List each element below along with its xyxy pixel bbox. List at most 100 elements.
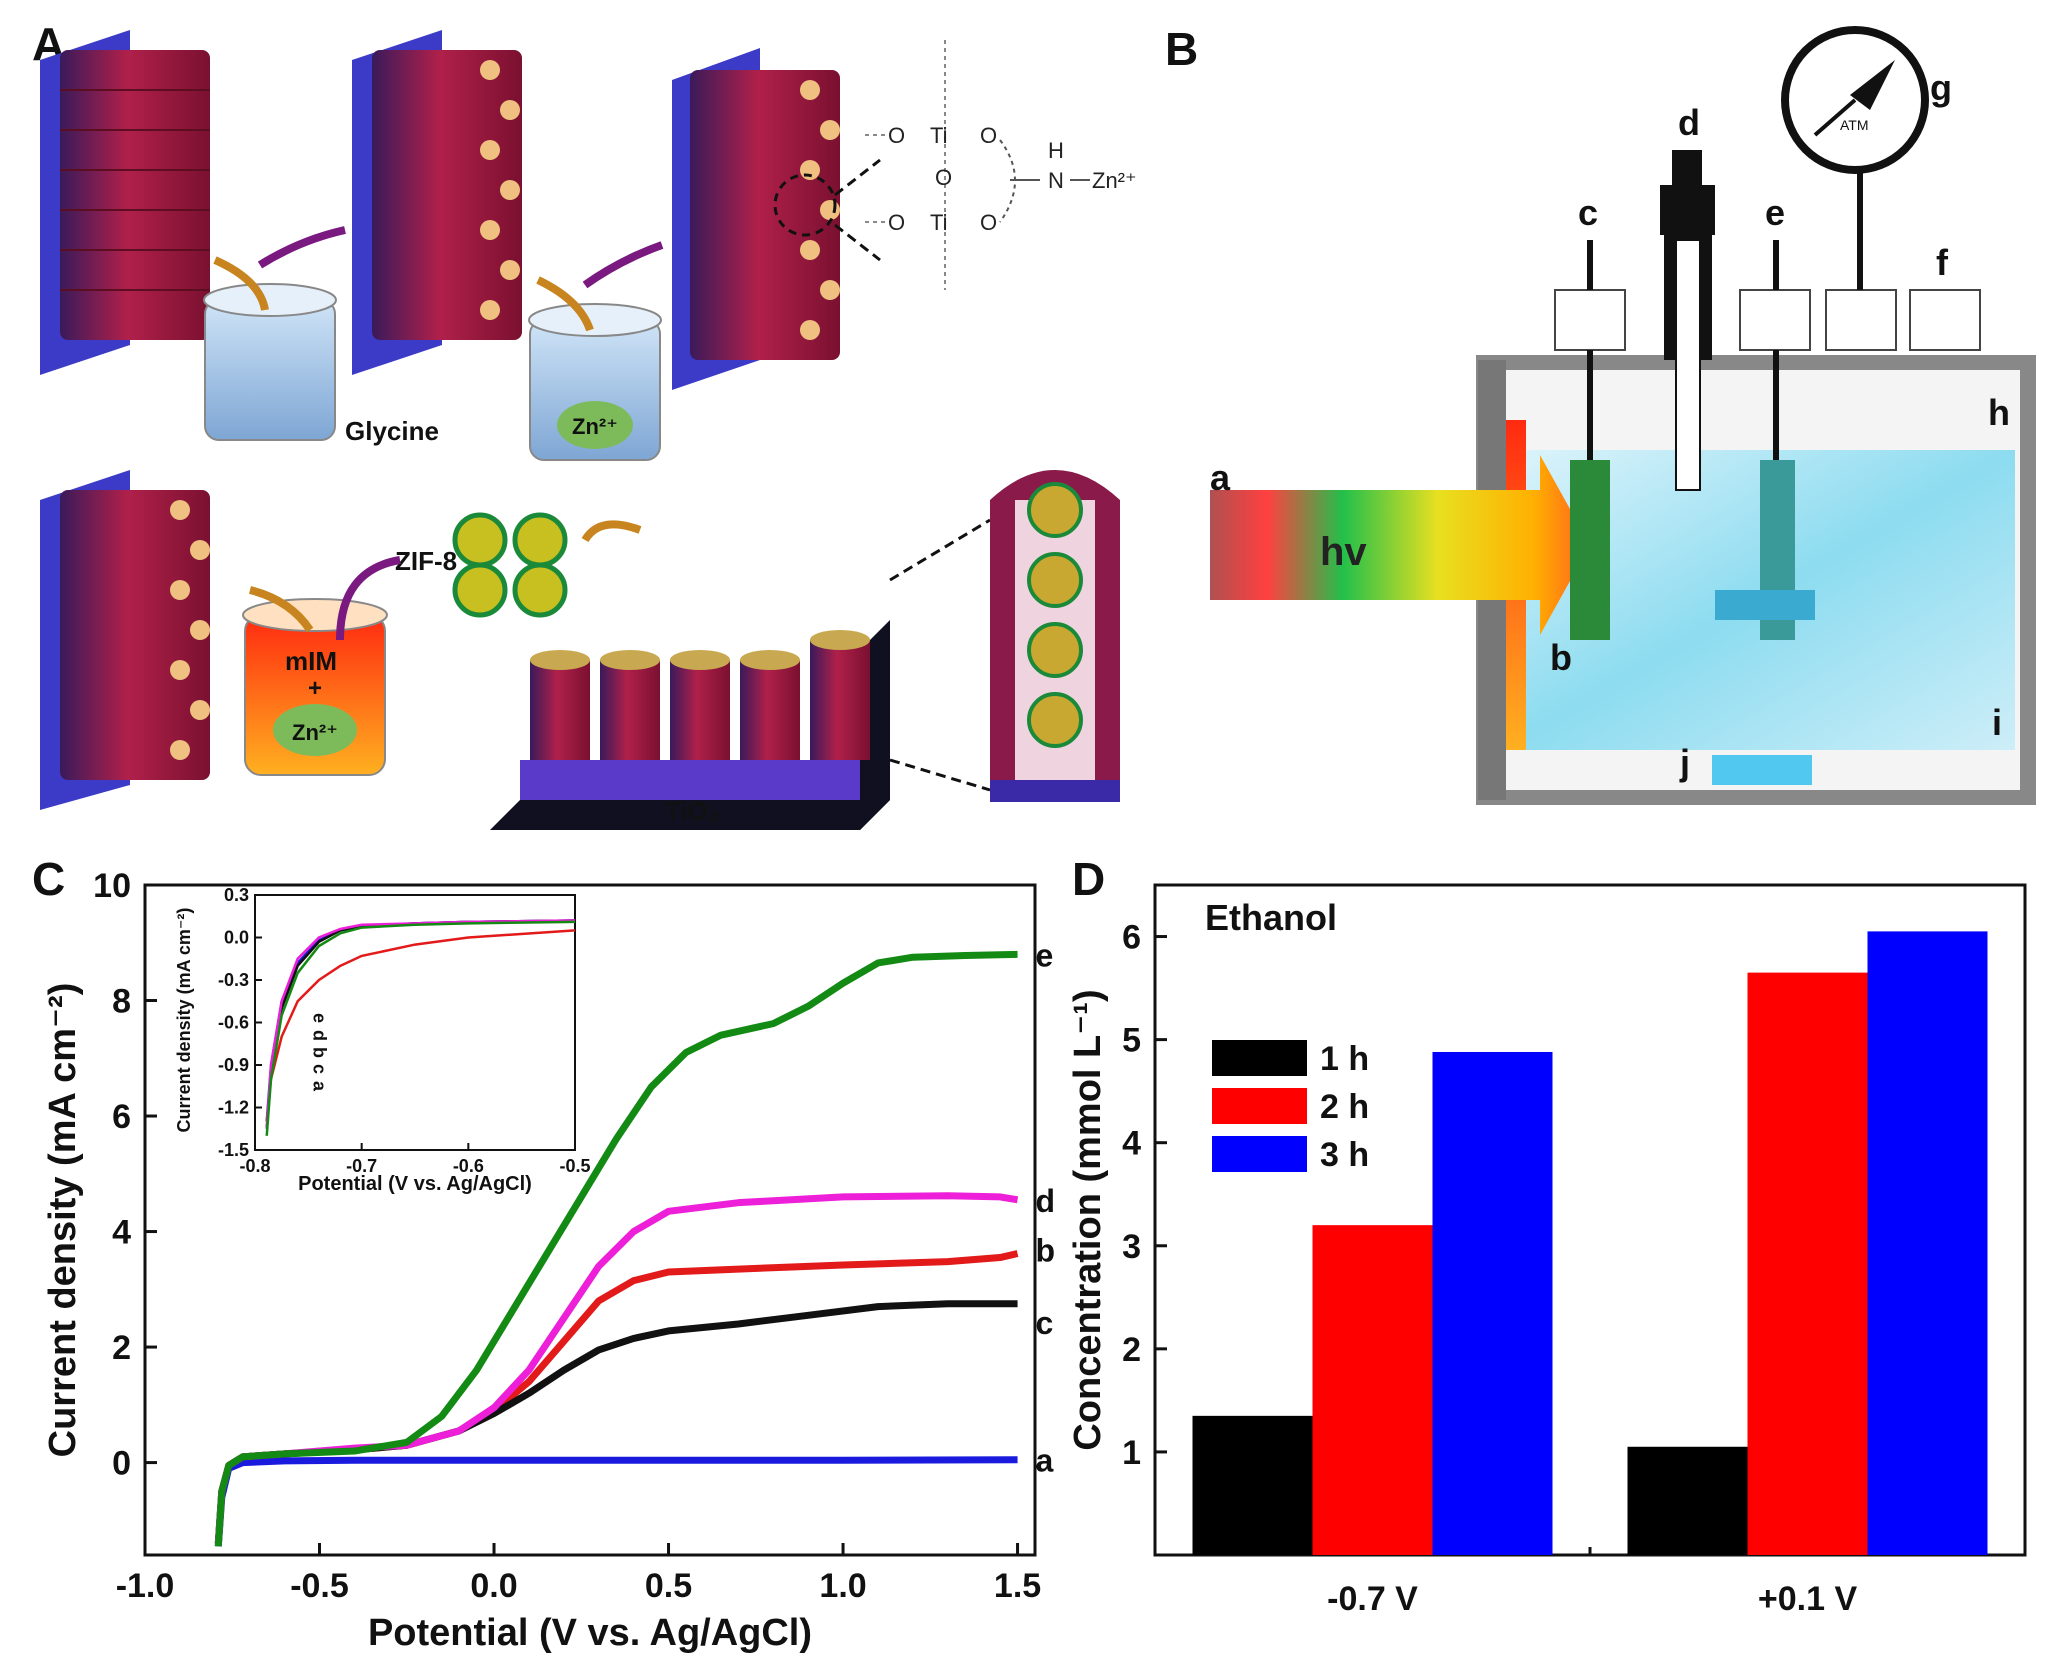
inset-ytick-label: -0.3 bbox=[218, 970, 249, 990]
chart-c-frame bbox=[143, 883, 1037, 1557]
panel-a: A bbox=[32, 18, 1137, 830]
chem-h: H bbox=[1048, 138, 1064, 163]
chart-c-ytick-label: 10 bbox=[93, 867, 131, 905]
nanotube-array-3 bbox=[672, 48, 881, 390]
chart-c-ytick-label: 4 bbox=[112, 1214, 131, 1252]
chart-d-legend-swatch-2 bbox=[1212, 1136, 1307, 1172]
part-labels: a b c d e f g h i j bbox=[1210, 67, 2010, 783]
chart-d-legend-label-2: 3 h bbox=[1320, 1136, 1369, 1174]
glycine-label: Glycine bbox=[345, 416, 439, 446]
part-g: g bbox=[1930, 67, 1952, 108]
plus-label: + bbox=[308, 675, 322, 702]
zn-label-2: Zn²⁺ bbox=[292, 720, 338, 745]
chart-d-bar-2h-0 bbox=[1312, 1225, 1433, 1555]
chart-d-ticks: 1 2 3 4 5 6 -0.7 V +0.1 V bbox=[1122, 919, 1857, 1618]
chem-structure: O Ti O O O Ti O H N Zn²⁺ bbox=[865, 40, 1137, 290]
chem-o4: O bbox=[888, 210, 905, 235]
chart-d-legend: 1 h 2 h 3 h bbox=[1212, 1040, 1369, 1174]
chart-d-legend-swatch-0 bbox=[1212, 1040, 1307, 1076]
reference-electrode bbox=[1675, 239, 1701, 491]
arrows-row2 bbox=[248, 520, 642, 641]
inset-series-label-b: b bbox=[310, 1047, 330, 1058]
chart-d-ytick-label: 5 bbox=[1122, 1022, 1141, 1060]
chart-d-xtick-label: +0.1 V bbox=[1758, 1580, 1858, 1618]
chart-c-xtick-label: -0.5 bbox=[290, 1567, 349, 1605]
nanotube-array-2 bbox=[352, 30, 522, 375]
chem-o1: O bbox=[888, 123, 905, 148]
inset-ytick-label: 0.3 bbox=[224, 885, 249, 905]
chart-c-series-labels: a bc d e bbox=[1036, 937, 1056, 1478]
chart-c-line-b bbox=[214, 1250, 1019, 1544]
inset-ytick-label: -0.6 bbox=[218, 1013, 249, 1033]
mim-label: mIM bbox=[285, 646, 337, 676]
chart-d-ylabel: Concentration (mmol L⁻¹) bbox=[1067, 989, 1109, 1450]
chart-d-legend-swatch-1 bbox=[1212, 1088, 1307, 1124]
chart-d-title: Ethanol bbox=[1205, 897, 1337, 938]
chem-n: N bbox=[1048, 168, 1064, 193]
chart-d-ytick-label: 3 bbox=[1122, 1228, 1141, 1266]
inset-line-b bbox=[265, 929, 576, 1122]
panel-d-label: D bbox=[1072, 853, 1105, 905]
zif8-label: ZIF-8 bbox=[395, 546, 457, 576]
chart-d-bar-1h-1 bbox=[1627, 1446, 1748, 1555]
beaker-glycine: Glycine bbox=[203, 283, 439, 446]
inset-xtick-label: -0.7 bbox=[346, 1156, 377, 1176]
chart-c-ytick-label: 2 bbox=[112, 1329, 131, 1367]
inset-ticks: -0.8 -0.7 -0.6 -0.5 0.3 0.0 -0.3 -0.6 -0.9 -1.2 -1… bbox=[218, 885, 591, 1176]
ports bbox=[1554, 289, 1981, 351]
tio2-label: TiO₂ bbox=[665, 796, 719, 826]
chart-d-ytick-label: 2 bbox=[1122, 1331, 1141, 1369]
inset-xtick-label: -0.6 bbox=[453, 1156, 484, 1176]
chart-d-bar-1h-0 bbox=[1192, 1415, 1313, 1555]
inset-xtick-label: -0.8 bbox=[239, 1156, 270, 1176]
inset-series-label-d: d bbox=[310, 1030, 330, 1041]
beaker-mim: mIM + Zn²⁺ bbox=[242, 598, 388, 776]
nanotube-array-1 bbox=[40, 30, 210, 375]
panel-b-label: B bbox=[1165, 23, 1198, 75]
inset-series-label-a: a bbox=[310, 1081, 330, 1092]
part-f: f bbox=[1936, 242, 1949, 283]
chart-c-ytick-label: 8 bbox=[112, 983, 131, 1021]
chart-c-xtick-label: 0.0 bbox=[470, 1567, 517, 1605]
zif8-cluster: ZIF-8 bbox=[395, 512, 568, 618]
chart-d-ytick-label: 1 bbox=[1122, 1434, 1141, 1472]
chart-d-bar-3h-1 bbox=[1867, 931, 1988, 1555]
part-d: d bbox=[1678, 102, 1700, 143]
chart-c-xtick-label: 0.5 bbox=[645, 1567, 692, 1605]
inset-line-e bbox=[265, 920, 576, 1136]
chart-d-legend-label-0: 1 h bbox=[1320, 1040, 1369, 1078]
reference-electrode-head bbox=[1660, 185, 1715, 235]
panel-b: B hv ATM a bbox=[1165, 23, 2036, 805]
part-c: c bbox=[1578, 192, 1598, 233]
chart-c-xtick-label: 1.5 bbox=[994, 1567, 1041, 1605]
chart-c-series-label-d: d bbox=[1036, 1183, 1056, 1219]
chart-c-ylabel: Current density (mA cm⁻²) bbox=[42, 983, 84, 1458]
chart-c-xtick-label: -1.0 bbox=[116, 1567, 175, 1605]
part-e: e bbox=[1765, 192, 1785, 233]
nanotube-array-4 bbox=[40, 470, 210, 810]
inset-xtick-label: -0.5 bbox=[559, 1156, 590, 1176]
chart-c-ytick-label: 6 bbox=[112, 1098, 131, 1136]
chart-c-series bbox=[214, 950, 1019, 1547]
chart-c-series-label-e: e bbox=[1036, 937, 1054, 973]
light-beam bbox=[1210, 455, 1590, 635]
single-nanotube-detail bbox=[889, 470, 1120, 802]
inset-series-label-e: e bbox=[310, 1013, 330, 1023]
inset-ytick-label: 0.0 bbox=[224, 928, 249, 948]
chart-c-xlabel: Potential (V vs. Ag/AgCl) bbox=[368, 1612, 812, 1654]
chem-ti1: Ti bbox=[930, 123, 948, 148]
part-i: i bbox=[1992, 702, 2002, 743]
chart-c-ytick-label: 0 bbox=[112, 1445, 131, 1483]
inset-ytick-label: -1.2 bbox=[218, 1098, 249, 1118]
chart-c-line-e bbox=[214, 950, 1018, 1547]
inset-ytick-label: -1.5 bbox=[218, 1140, 249, 1160]
chart-c-series-label-c: c bbox=[1036, 1305, 1054, 1341]
inset-series bbox=[265, 919, 576, 1136]
inset-xlabel: Potential (V vs. Ag/AgCl) bbox=[298, 1173, 532, 1195]
chart-c-series-label-b: b bbox=[1036, 1233, 1056, 1269]
inset-ylabel: Current density (mA cm⁻²) bbox=[174, 908, 194, 1133]
part-h: h bbox=[1988, 392, 2010, 433]
inset-series-label-c: c bbox=[310, 1064, 330, 1074]
